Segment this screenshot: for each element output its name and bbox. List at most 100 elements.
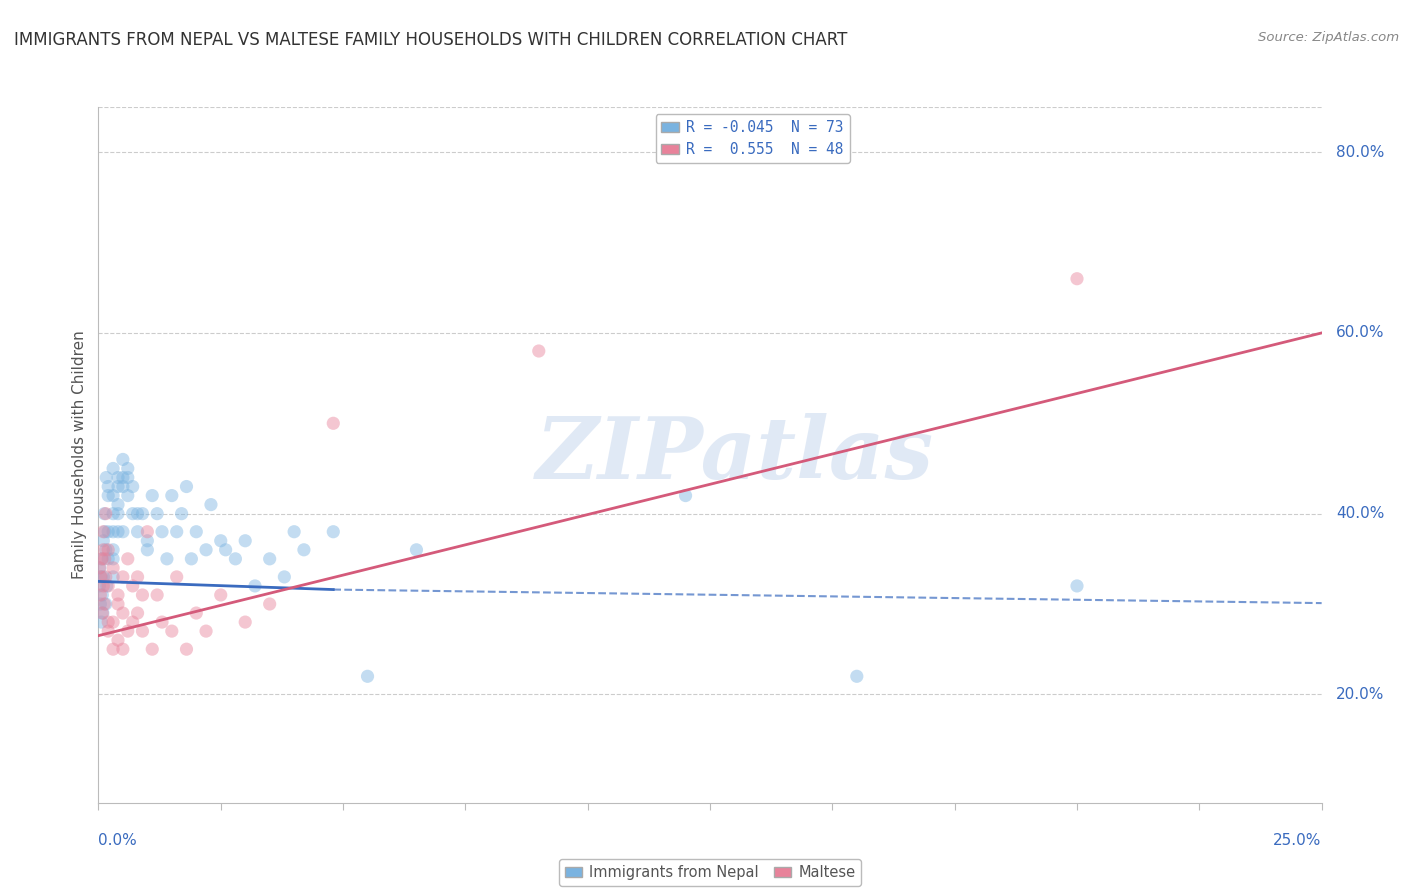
Point <box>186 524 208 539</box>
Point <box>101 524 124 539</box>
Point <box>131 507 153 521</box>
Point <box>91 606 114 620</box>
Point <box>91 588 114 602</box>
Point <box>94 542 117 557</box>
Point <box>91 542 114 557</box>
Point <box>322 524 344 539</box>
Point <box>121 507 143 521</box>
Point <box>121 579 143 593</box>
Point <box>91 606 114 620</box>
Point <box>170 507 193 521</box>
Point <box>176 642 198 657</box>
Point <box>136 524 159 539</box>
Text: 40.0%: 40.0% <box>1336 506 1385 521</box>
Point <box>101 561 124 575</box>
Point <box>90 570 112 584</box>
Point <box>96 579 118 593</box>
Point <box>405 542 427 557</box>
Point <box>675 489 697 503</box>
Point <box>94 570 117 584</box>
Point <box>101 461 124 475</box>
Point <box>186 606 208 620</box>
Point <box>91 524 114 539</box>
Point <box>127 507 149 521</box>
Point <box>91 579 114 593</box>
Point <box>97 489 120 503</box>
Point <box>97 615 120 629</box>
Point <box>195 542 218 557</box>
Point <box>101 489 124 503</box>
Point <box>107 633 129 648</box>
Point <box>89 579 111 593</box>
Point <box>1066 271 1088 285</box>
Point <box>107 597 129 611</box>
Point <box>845 669 868 683</box>
Point <box>111 642 134 657</box>
Point <box>107 524 129 539</box>
Point <box>111 470 134 484</box>
Point <box>101 542 124 557</box>
Point <box>111 606 134 620</box>
Point <box>160 489 183 503</box>
Text: 25.0%: 25.0% <box>1274 833 1322 848</box>
Point <box>89 561 111 575</box>
Point <box>107 498 129 512</box>
Text: 80.0%: 80.0% <box>1336 145 1385 160</box>
Point <box>356 669 378 683</box>
Point <box>160 624 183 639</box>
Point <box>94 524 117 539</box>
Point <box>180 551 202 566</box>
Point <box>89 588 111 602</box>
Point <box>146 588 169 602</box>
Point <box>243 579 266 593</box>
Point <box>90 570 112 584</box>
Point <box>111 452 134 467</box>
Point <box>166 570 188 584</box>
Point <box>1066 579 1088 593</box>
Text: IMMIGRANTS FROM NEPAL VS MALTESE FAMILY HOUSEHOLDS WITH CHILDREN CORRELATION CHA: IMMIGRANTS FROM NEPAL VS MALTESE FAMILY … <box>14 31 848 49</box>
Point <box>141 489 163 503</box>
Text: ZIPatlas: ZIPatlas <box>536 413 934 497</box>
Point <box>259 551 281 566</box>
Point <box>292 542 315 557</box>
Point <box>94 551 117 566</box>
Point <box>127 524 149 539</box>
Point <box>117 624 139 639</box>
Point <box>97 579 120 593</box>
Point <box>150 615 173 629</box>
Point <box>89 597 111 611</box>
Point <box>89 561 111 575</box>
Point <box>101 507 124 521</box>
Point <box>156 551 179 566</box>
Point <box>209 588 232 602</box>
Point <box>200 498 222 512</box>
Point <box>93 507 115 521</box>
Point <box>101 551 124 566</box>
Point <box>131 624 153 639</box>
Point <box>96 470 118 484</box>
Point <box>273 570 295 584</box>
Point <box>97 479 120 493</box>
Point <box>127 606 149 620</box>
Text: 60.0%: 60.0% <box>1336 326 1385 341</box>
Point <box>166 524 188 539</box>
Point <box>117 551 139 566</box>
Point <box>141 642 163 657</box>
Point <box>111 479 134 493</box>
Point <box>214 542 236 557</box>
Point <box>136 533 159 548</box>
Point <box>90 615 112 629</box>
Point <box>322 417 344 431</box>
Point <box>90 551 112 566</box>
Point <box>91 570 114 584</box>
Point <box>97 551 120 566</box>
Point <box>121 615 143 629</box>
Point <box>146 507 169 521</box>
Point <box>259 597 281 611</box>
Point <box>107 507 129 521</box>
Point <box>93 597 115 611</box>
Point <box>176 479 198 493</box>
Point <box>111 524 134 539</box>
Text: Source: ZipAtlas.com: Source: ZipAtlas.com <box>1258 31 1399 45</box>
Point <box>111 570 134 584</box>
